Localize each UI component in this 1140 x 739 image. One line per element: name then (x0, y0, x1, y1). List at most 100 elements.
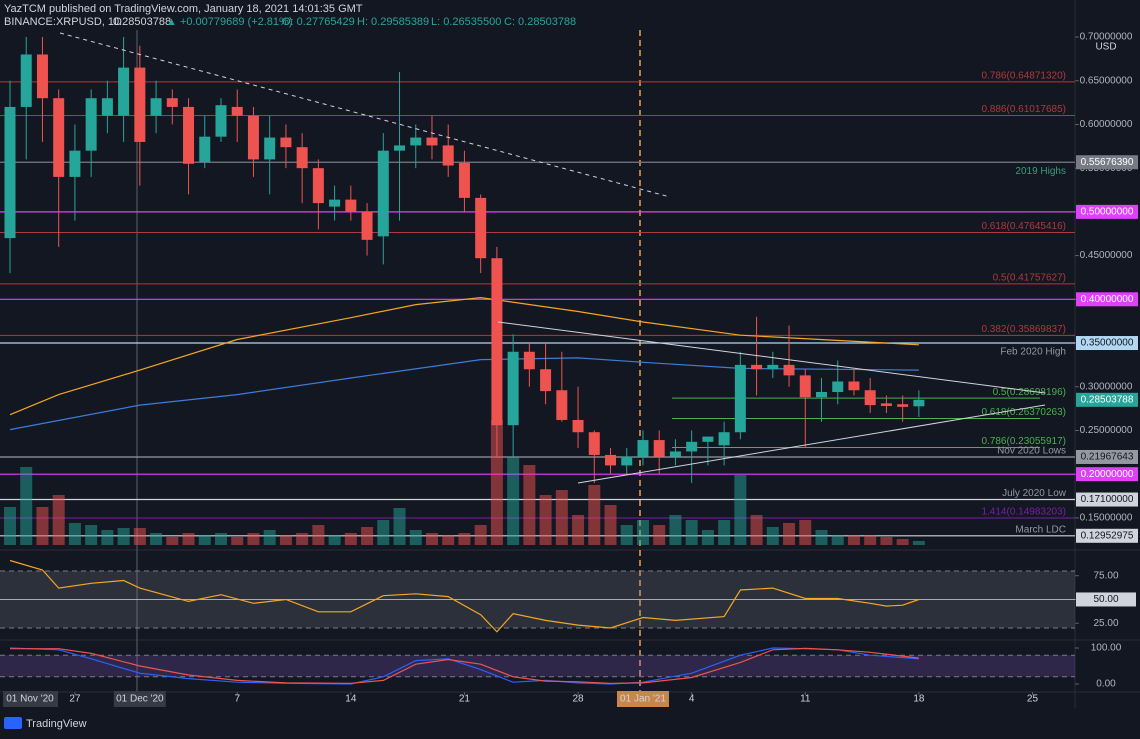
band (0, 655, 1075, 677)
volume-bar (117, 528, 130, 545)
ohlc-open: O: 0.27765429 (282, 16, 355, 28)
price: 0.28503788 (113, 16, 171, 28)
fib-label: 0.618(0.26370263) (981, 407, 1066, 418)
x-tick-box (616, 691, 669, 707)
cursor-label: 01 Nov '20 (6, 694, 54, 705)
volume-bar (896, 539, 909, 545)
x-tick-label: 01 Jan '21 (620, 694, 666, 705)
x-tick-label: 25 (1027, 694, 1039, 705)
volume-bar (101, 530, 114, 545)
candle-body (231, 106, 243, 116)
volume-bar (263, 530, 276, 545)
volume-bar (815, 530, 828, 545)
candle-body (329, 199, 341, 207)
volume-bar (864, 535, 877, 545)
level-label: 0.21967643 (1081, 452, 1134, 463)
volume-bar (653, 525, 666, 545)
volume-bar (425, 533, 438, 545)
y-tick-label: 0.30000000 (1080, 381, 1133, 392)
volume-bar (555, 490, 568, 545)
candle-body (199, 136, 211, 163)
volume-bar (36, 507, 49, 545)
indicator-line (9, 559, 920, 633)
volume-bar (344, 533, 357, 545)
volume-bar (701, 530, 714, 545)
volume-bar (279, 535, 292, 545)
candle-body (4, 106, 16, 239)
level-label: 0.20000000 (1081, 469, 1134, 480)
candle-body (783, 364, 795, 376)
x-tick-label: 27 (69, 694, 81, 705)
volume-bar (198, 535, 211, 545)
candle-body (280, 137, 292, 148)
volume-bar (20, 467, 33, 545)
candle-body (150, 98, 162, 116)
trend-line (59, 32, 671, 198)
level-label: 0.55676390 (1081, 157, 1134, 168)
candle-body (345, 199, 357, 212)
y-tick-label: 25.00 (1093, 618, 1118, 629)
y-tick-label: 0.65000000 (1080, 75, 1133, 86)
candle-body (767, 364, 779, 370)
volume-bar (507, 457, 520, 545)
fib-label: 0.786(0.64871320) (981, 70, 1066, 81)
candle-body (702, 436, 714, 442)
candle-body (264, 137, 276, 160)
x-tick-label: 4 (689, 694, 695, 705)
level-label: 0.17100000 (1081, 494, 1134, 505)
candle-body (897, 404, 909, 407)
volume-bar (166, 537, 179, 545)
volume-bar (182, 533, 195, 545)
candle-body (410, 137, 422, 146)
candle-body (312, 168, 324, 204)
last-price-label: 0.28503788 (1081, 394, 1134, 405)
candle-body (491, 258, 503, 426)
volume-bar (85, 525, 98, 545)
volume-bar (669, 515, 682, 545)
volume-bar (718, 520, 731, 545)
volume-bar (750, 515, 763, 545)
candle-body (85, 98, 97, 151)
fib-label: 0.618(0.47645416) (981, 221, 1066, 232)
y-tick-label: 0.00 (1096, 679, 1116, 690)
level-label: 0.35000000 (1081, 338, 1134, 349)
candle-body (848, 381, 860, 391)
candle-body (247, 115, 259, 160)
x-tick-label: 28 (572, 694, 584, 705)
volume-bar (539, 495, 552, 545)
candle-body (832, 381, 844, 392)
level-box (1076, 336, 1138, 351)
level-box (1076, 528, 1138, 543)
y-tick-label: 0.70000000 (1080, 32, 1133, 43)
candle-body (361, 211, 373, 240)
volume-bar (133, 528, 146, 545)
volume-bar (328, 535, 341, 545)
candle-body (69, 150, 81, 177)
fib-label: 0.5(0.41757627) (993, 273, 1066, 284)
candle-body (118, 67, 130, 116)
fib-label: 0.786(0.23055917) (981, 436, 1066, 447)
indicator-line (9, 296, 919, 416)
indicator-line (9, 357, 919, 431)
x-tick-label: 14 (345, 694, 357, 705)
candle-body (20, 54, 32, 107)
trend-line (577, 404, 1046, 484)
level-note: July 2020 Low (1002, 488, 1067, 499)
fib-label: 0.886(0.61017685) (981, 104, 1066, 115)
volume-bar (150, 533, 163, 545)
candle-body (523, 351, 535, 370)
volume-bar (734, 475, 747, 545)
level-label: 0.50000000 (1081, 207, 1134, 218)
level-box (1076, 467, 1138, 482)
level-note: 2019 Highs (1015, 166, 1066, 177)
symbol: BINANCE:XRPUSD, 1D (4, 16, 122, 28)
x-tick-label: 21 (459, 694, 471, 705)
tick-label-box (1076, 592, 1136, 607)
candle-body (637, 440, 649, 457)
candle-body (653, 440, 665, 457)
x-tick-box (113, 691, 166, 707)
volume-bar (766, 527, 779, 545)
change: ▲ +0.00779689 (+2.81%) (166, 16, 292, 28)
candle-body (377, 150, 389, 237)
